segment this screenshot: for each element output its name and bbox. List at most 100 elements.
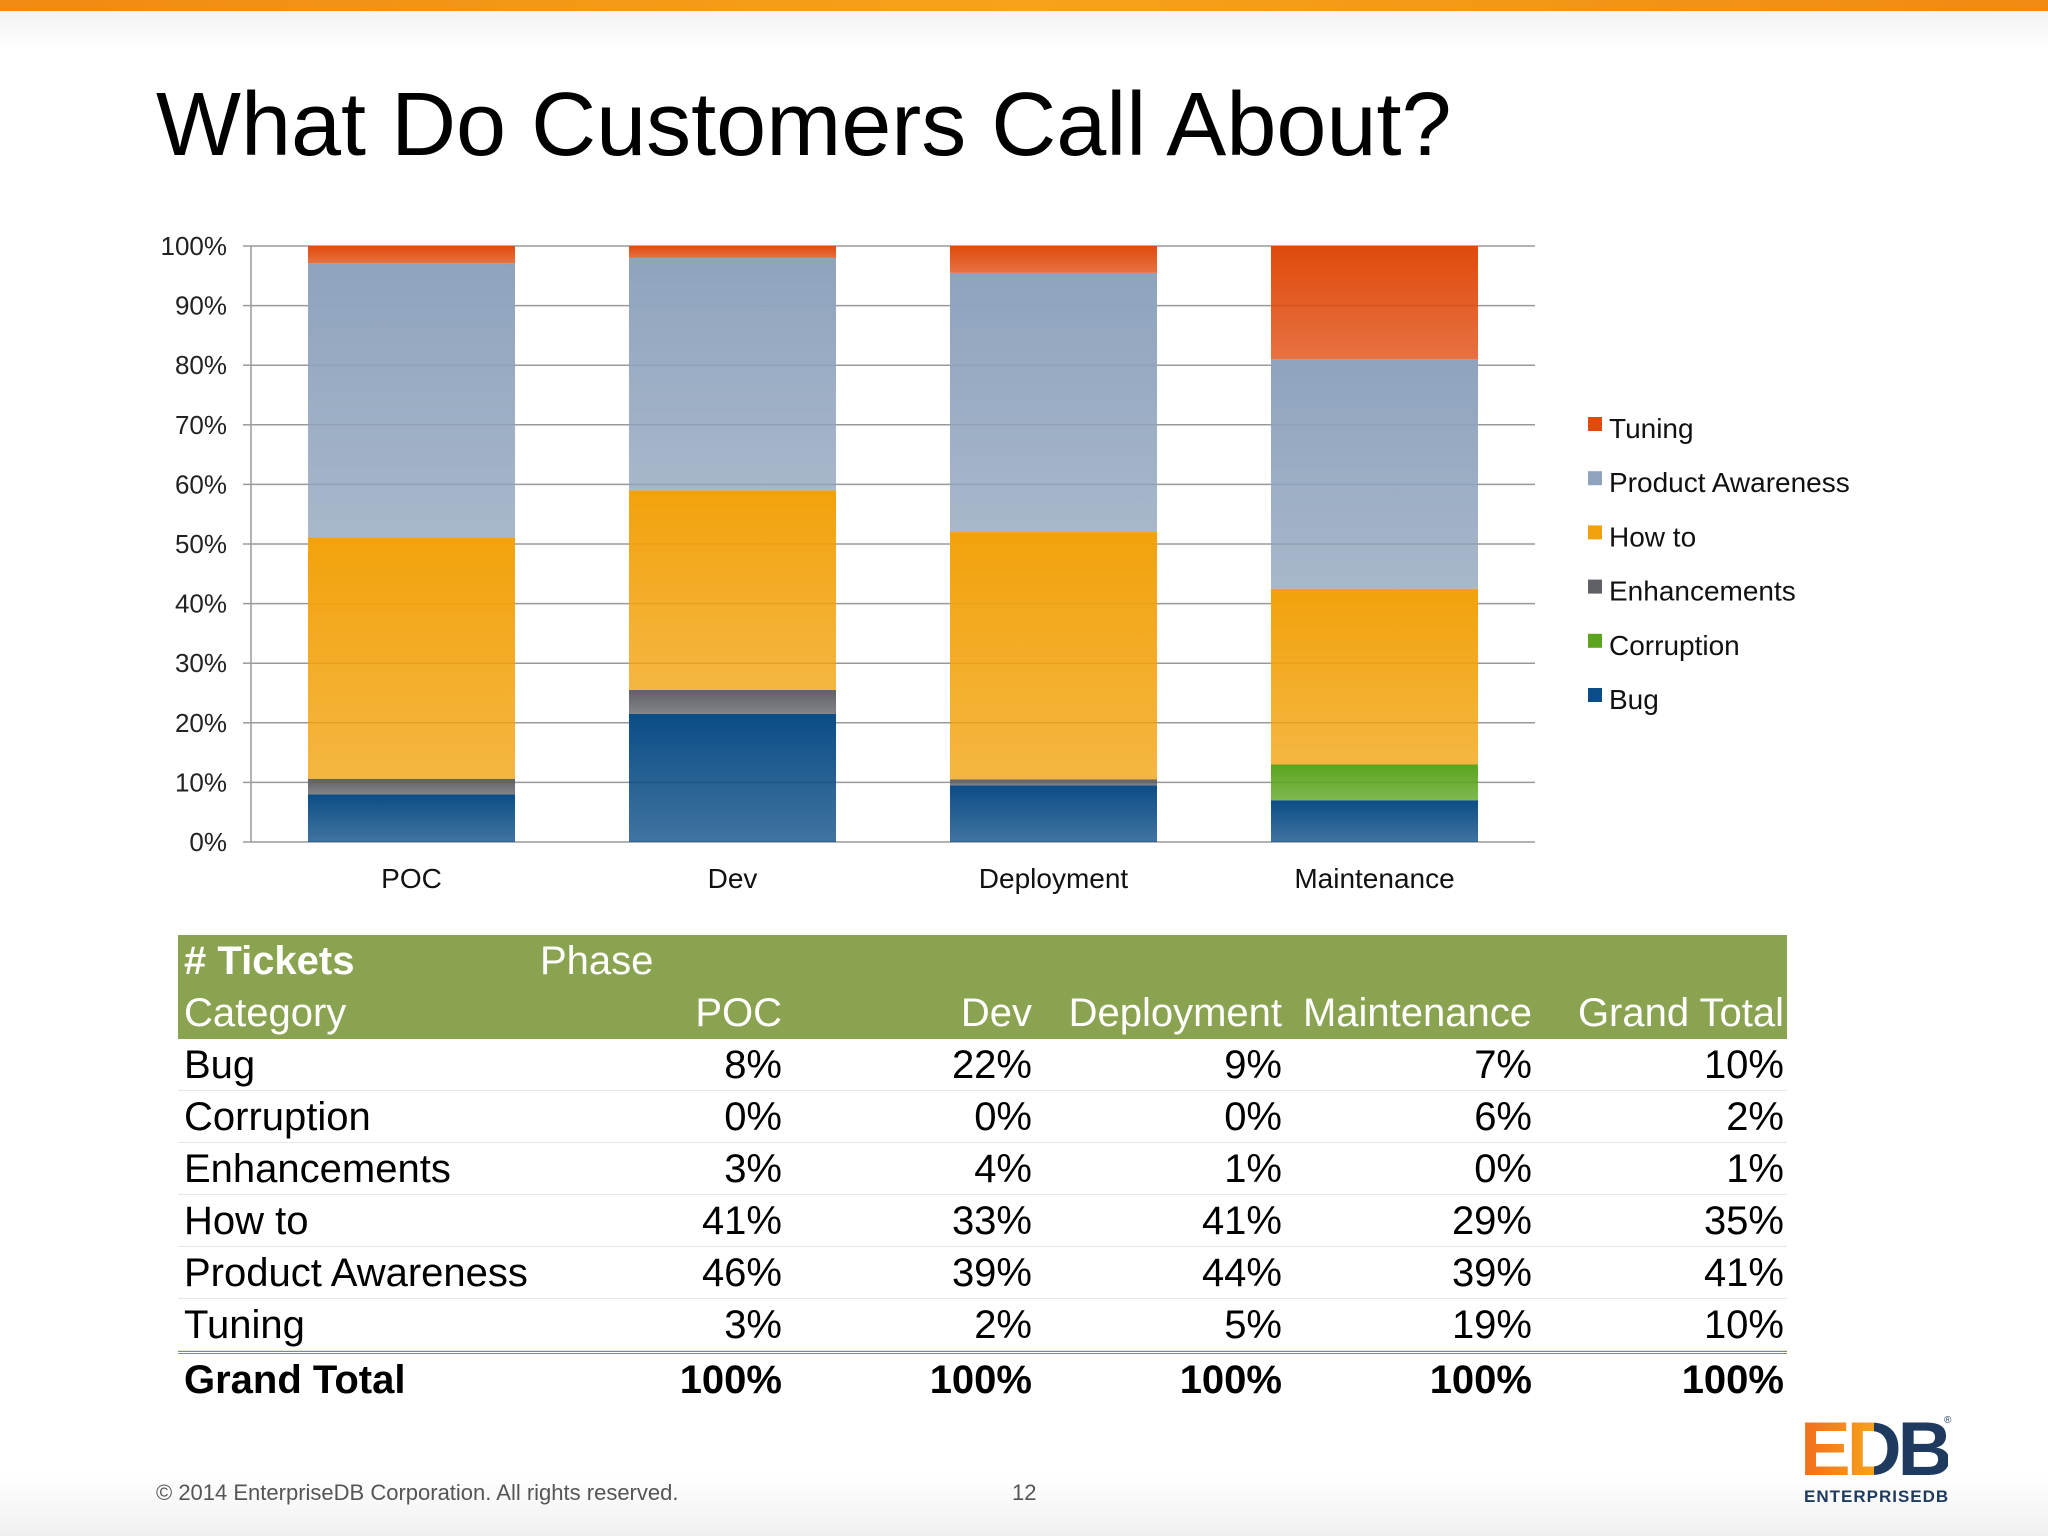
bar-segment xyxy=(628,713,837,842)
y-tick-label: 90% xyxy=(175,291,227,321)
bar-segment xyxy=(307,794,516,842)
chart-legend: Tuning Product Awareness How to Enhancement… xyxy=(1588,413,1850,715)
bar-segment xyxy=(307,778,516,795)
bar-segment xyxy=(949,779,1158,786)
table-cell: How to xyxy=(184,1199,309,1243)
table-title-row: # Tickets Phase xyxy=(178,935,1787,987)
table-cell: 9% xyxy=(1224,1043,1282,1087)
table-cell: Grand Total xyxy=(184,1358,406,1402)
y-tick-label: 40% xyxy=(175,589,227,619)
table-cell: 29% xyxy=(1451,1199,1532,1243)
table-cell: Tuning xyxy=(184,1303,305,1347)
table-cell: 33% xyxy=(951,1199,1032,1243)
table-cell: 46% xyxy=(701,1251,782,1295)
table-cell: 22% xyxy=(951,1043,1032,1087)
bar-segment xyxy=(307,263,516,538)
legend-swatch xyxy=(1588,579,1602,594)
table-row: Corruption 0% 0% 0% 6% 2% xyxy=(178,1091,1787,1143)
table-body: Bug 8% 22% 9% 7% 10% Corruption 0% 0% 0% 6% 2% Enhan… xyxy=(178,1039,1787,1351)
table-cell: 44% xyxy=(1201,1251,1282,1295)
bar-segment xyxy=(1270,800,1479,842)
table-cell: 39% xyxy=(951,1251,1032,1295)
table-title: # Tickets xyxy=(184,939,355,983)
column-header: Grand Total xyxy=(1577,991,1784,1035)
bar-segment xyxy=(949,246,1158,273)
legend-label: Bug xyxy=(1609,684,1659,715)
table-cell: 35% xyxy=(1703,1199,1784,1243)
chart-axes: 0% 10% 20% 30% 40% 50% 60% 70% 80% 90% 100% POC Dev D… xyxy=(161,231,1455,894)
table-cell: 0% xyxy=(1224,1095,1282,1139)
y-tick-label: 100% xyxy=(161,231,228,261)
table-cell: 1% xyxy=(1726,1147,1784,1191)
table-cell: 5% xyxy=(1224,1303,1282,1347)
x-category-label: Deployment xyxy=(979,863,1129,894)
table-header: # Tickets Phase Category POC Dev Deploym… xyxy=(178,935,1787,1039)
table-column-header-row: Category POC Dev Deployment Maintenance … xyxy=(178,987,1787,1039)
bar-segment xyxy=(949,785,1158,842)
bar-segment xyxy=(1270,588,1479,765)
table-row: How to 41% 33% 41% 29% 35% xyxy=(178,1195,1787,1247)
bar-segment xyxy=(1270,764,1479,801)
table-cell: 4% xyxy=(974,1147,1032,1191)
table-cell: 100% xyxy=(1179,1358,1282,1402)
column-header: Dev xyxy=(960,991,1032,1035)
bar-segment xyxy=(307,246,516,264)
bar-segment xyxy=(949,272,1158,533)
table-cell: 3% xyxy=(724,1147,782,1191)
table-cell: 8% xyxy=(724,1043,782,1087)
table-cell: 41% xyxy=(1703,1251,1784,1295)
legend-label: Tuning xyxy=(1609,413,1694,444)
bar-segment xyxy=(628,690,837,714)
y-tick-label: 60% xyxy=(175,469,227,499)
y-tick-label: 50% xyxy=(175,529,227,559)
edb-logo: EDB ® ENTERPRISEDB xyxy=(1800,1412,1952,1507)
legend-label: Corruption xyxy=(1609,630,1740,661)
tickets-table: # Tickets Phase Category POC Dev Deploym… xyxy=(178,935,1787,1406)
table-cell: 2% xyxy=(974,1303,1032,1347)
table-row: Bug 8% 22% 9% 7% 10% xyxy=(178,1039,1787,1091)
legend-label: Enhancements xyxy=(1609,576,1796,607)
bar-segment xyxy=(628,490,837,691)
x-category-label: Dev xyxy=(708,863,758,894)
legend-label: Product Awareness xyxy=(1609,467,1850,498)
y-tick-label: 70% xyxy=(175,410,227,440)
legend-swatch xyxy=(1588,471,1602,486)
table-row: Tuning 3% 2% 5% 19% 10% xyxy=(178,1299,1787,1351)
table-cell: 2% xyxy=(1726,1095,1784,1139)
table-cell: 0% xyxy=(724,1095,782,1139)
y-tick-label: 30% xyxy=(175,648,227,678)
header-fade xyxy=(0,11,2048,51)
x-category-label: POC xyxy=(381,863,442,894)
table-cell: 41% xyxy=(701,1199,782,1243)
table-cell: 100% xyxy=(1429,1358,1532,1402)
copyright-text: © 2014 EnterpriseDB Corporation. All rig… xyxy=(156,1480,679,1505)
y-tick-label: 0% xyxy=(189,827,227,857)
table-cell: 100% xyxy=(1681,1358,1784,1402)
table-cell: 1% xyxy=(1224,1147,1282,1191)
table-cell: Enhancements xyxy=(184,1147,451,1191)
table-cell: 39% xyxy=(1451,1251,1532,1295)
bar-segment xyxy=(1270,359,1479,589)
bar-segment xyxy=(628,257,837,491)
table-cell: 100% xyxy=(929,1358,1032,1402)
bar-segment xyxy=(628,246,837,258)
column-header: Category xyxy=(184,991,347,1035)
top-accent-bar xyxy=(0,0,2048,11)
table-cell: 3% xyxy=(724,1303,782,1347)
y-tick-label: 20% xyxy=(175,708,227,738)
slide-title: What Do Customers Call About? xyxy=(156,75,1452,175)
logo-subtitle: ENTERPRISEDB xyxy=(1804,1487,1950,1506)
x-category-label: Maintenance xyxy=(1294,863,1454,894)
column-header: Maintenance xyxy=(1302,991,1532,1035)
chart-bars xyxy=(307,246,1479,842)
legend-swatch xyxy=(1588,417,1602,431)
table-total-row: Grand Total 100% 100% 100% 100% 100% xyxy=(178,1351,1787,1406)
y-tick-label: 80% xyxy=(175,350,227,380)
table-cell: 19% xyxy=(1451,1303,1532,1347)
bar-segment xyxy=(307,537,516,779)
legend-swatch xyxy=(1588,633,1602,648)
table-cell: Product Awareness xyxy=(184,1251,528,1295)
y-tick-label: 10% xyxy=(175,767,227,797)
table-cell: 10% xyxy=(1703,1043,1784,1087)
legend-label: How to xyxy=(1609,521,1696,552)
